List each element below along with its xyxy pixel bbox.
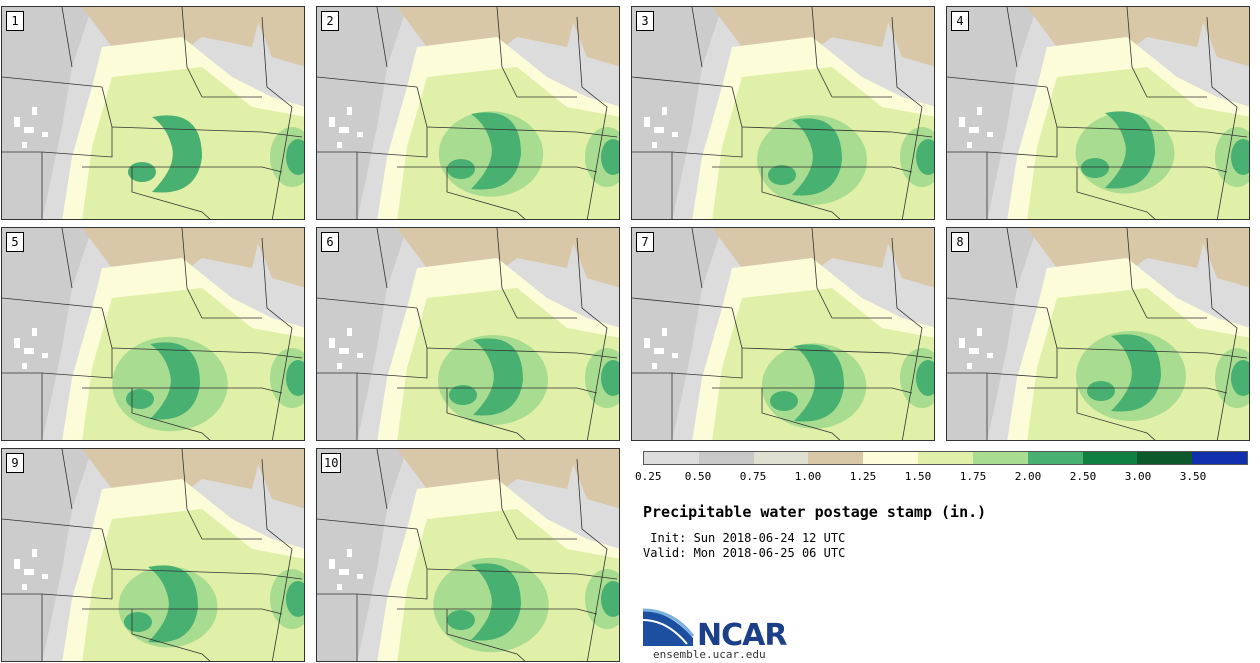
colorbar-tick-label: 3.00 (1124, 470, 1152, 483)
panel-number-label: 1 (6, 11, 24, 31)
stamp-panel: 2 (316, 6, 620, 220)
precipitable-water-map (317, 449, 619, 661)
stamp-panel: 1 (1, 6, 305, 220)
panel-number-label: 8 (951, 232, 969, 252)
precipitable-water-map (632, 228, 934, 440)
logo-url: ensemble.ucar.edu (653, 648, 766, 661)
colorbar-tick-label: 1.00 (794, 470, 822, 483)
init-time: Init: Sun 2018-06-24 12 UTC (643, 531, 846, 545)
panel-number-label: 3 (636, 11, 654, 31)
precipitable-water-map (947, 228, 1249, 440)
stamp-panel: 5 (1, 227, 305, 441)
colorbar-cell (808, 452, 864, 464)
precipitable-water-map (317, 7, 619, 219)
colorbar-tick-label: 0.50 (684, 470, 712, 483)
stamp-panel: 10 (316, 448, 620, 662)
stamp-panel: 8 (946, 227, 1250, 441)
colorbar-tick-label: 0.75 (739, 470, 767, 483)
colorbar-cell (863, 452, 919, 464)
stamp-panel: 4 (946, 6, 1250, 220)
precipitable-water-map (317, 228, 619, 440)
precipitable-water-map (2, 449, 304, 661)
colorbar-cell (918, 452, 973, 464)
colorbar-tick-label: 1.25 (849, 470, 877, 483)
colorbar-cell (753, 452, 809, 464)
precipitable-water-map (2, 228, 304, 440)
valid-time: Valid: Mon 2018-06-25 06 UTC (643, 546, 846, 560)
colorbar-cell (1027, 452, 1083, 464)
ncar-logo-icon (643, 608, 695, 646)
colorbar-tick-label: 1.50 (904, 470, 932, 483)
colorbar-tick-label: 2.50 (1069, 470, 1097, 483)
colorbar-tick-label: 0.25 (635, 470, 662, 483)
panel-number-label: 7 (636, 232, 654, 252)
precipitable-water-map (2, 7, 304, 219)
colorbar-cell (1192, 452, 1247, 464)
map-title: Precipitable water postage stamp (in.) (643, 503, 987, 521)
panel-number-label: 9 (6, 453, 24, 473)
precipitable-water-map (632, 7, 934, 219)
colorbar-cell (1082, 452, 1138, 464)
colorbar-tick-label: 2.00 (1014, 470, 1042, 483)
colorbar-cell (698, 452, 754, 464)
ncar-logo-text: NCAR (697, 618, 787, 653)
panel-number-label: 6 (321, 232, 339, 252)
stamp-panel: 6 (316, 227, 620, 441)
colorbar (643, 451, 1248, 465)
colorbar-tick-label: 1.75 (959, 470, 987, 483)
colorbar-cell (1137, 452, 1193, 464)
panel-number-label: 4 (951, 11, 969, 31)
panel-number-label: 2 (321, 11, 339, 31)
panel-number-label: 5 (6, 232, 24, 252)
stamp-panel: 7 (631, 227, 935, 441)
colorbar-cell (972, 452, 1028, 464)
stamp-panel: 9 (1, 448, 305, 662)
panel-number-label: 10 (321, 453, 342, 473)
stamp-panel: 3 (631, 6, 935, 220)
colorbar-tick-label: 3.50 (1179, 470, 1207, 483)
colorbar-cell (644, 452, 699, 464)
precipitable-water-map (947, 7, 1249, 219)
colorbar-ticks: 0.25 0.50 0.75 1.00 1.25 1.50 1.75 2.00 2.50 3.00… (635, 470, 1248, 484)
